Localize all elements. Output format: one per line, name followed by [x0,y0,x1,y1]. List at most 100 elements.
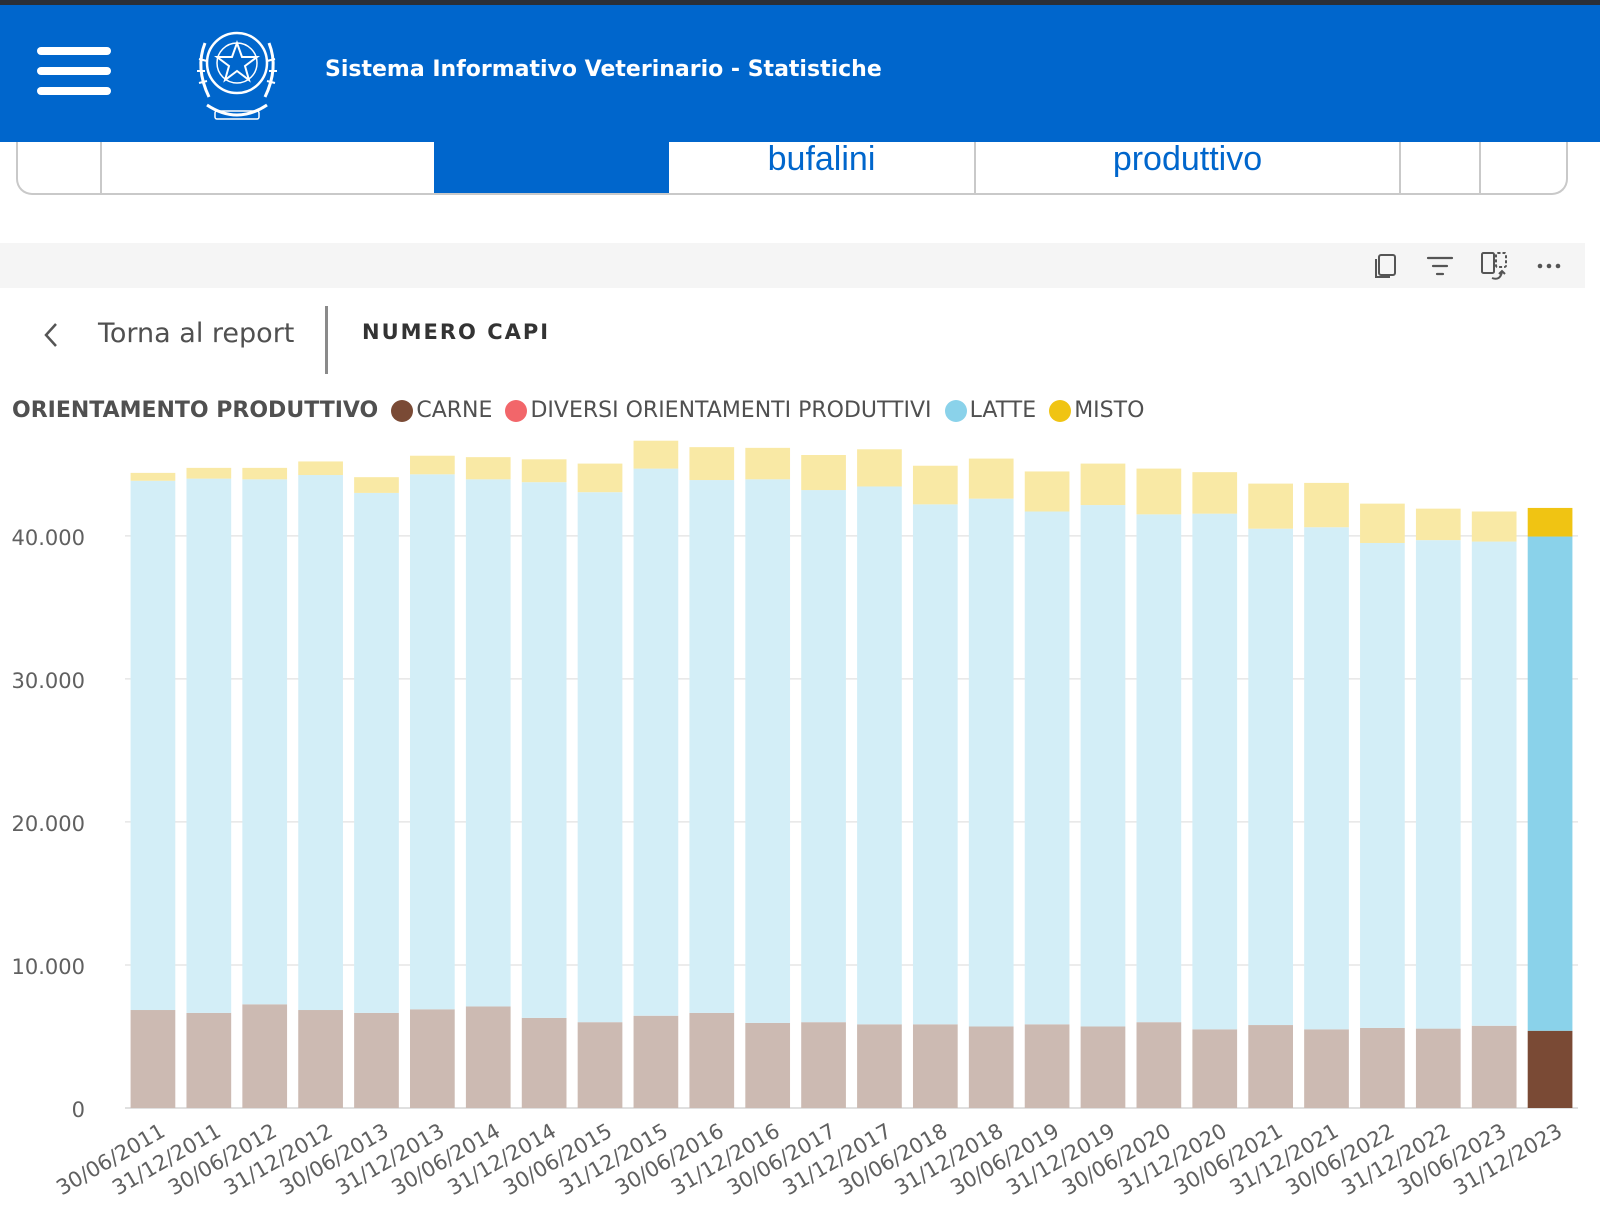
bar-segment [1471,511,1517,542]
bar-segment [633,440,679,469]
stacked-bar-chart: 010.00020.00030.00040.00030/06/201131/12… [12,440,1578,1200]
bar-segment [968,458,1014,499]
back-row: Torna al report NUMERO CAPI [0,300,1600,380]
y-tick-label: 20.000 [12,812,85,836]
bar-segment [689,447,735,481]
back-to-report-link[interactable]: Torna al report [98,318,295,349]
bar-segment [1304,482,1349,528]
bar-segment [1136,514,1182,1023]
filter-icon[interactable] [1424,250,1456,282]
bar-segment [465,1006,511,1108]
bar-segment [1080,505,1126,1027]
legend-item-misto[interactable]: MISTO [1049,398,1144,423]
bar-segment [1360,542,1405,1028]
bar-segment [465,457,511,480]
bar-segment [1415,540,1461,1029]
bar-segment [410,455,455,475]
bar-segment [410,1009,455,1108]
bar-segment [186,467,232,479]
more-options-icon[interactable] [1533,250,1565,282]
bar-segment [1192,513,1238,1030]
tab-7[interactable] [1479,142,1566,193]
bar-segment [577,1022,623,1108]
bar-segment [857,449,902,487]
bar-segment [968,498,1014,1027]
bar-segment [1248,483,1293,529]
bar-segment [912,465,958,505]
bar-segment [745,479,791,1023]
bar-segment [410,474,455,1010]
tab-active[interactable] [434,142,669,193]
tab-6[interactable] [1399,142,1479,193]
chevron-left-icon[interactable] [40,320,64,350]
bar-segment [1080,1026,1126,1108]
legend-item-latte[interactable]: LATTE [944,398,1036,423]
bar-segment [130,480,176,1011]
tab-label: bufalini [767,140,876,178]
app-title: Sistema Informativo Veterinario - Statis… [325,57,882,82]
bar-segment [857,1024,902,1108]
bar-segment [1360,1027,1405,1108]
bar-segment [912,504,958,1025]
bar-segment [521,459,567,483]
bar-segment [1471,1025,1517,1108]
bar-segment [1136,468,1182,515]
legend-dot [391,399,414,422]
bar-segment [354,1012,399,1108]
legend-label: MISTO [1074,398,1145,423]
bar-segment [689,1012,735,1108]
tab-label: produttivo [1112,140,1263,178]
bar-segment [465,479,511,1007]
app-header: Sistema Informativo Veterinario - Statis… [0,5,1600,142]
bar-segment [521,482,567,1018]
tab-1[interactable] [18,142,100,193]
bar-segment [1248,528,1293,1026]
tab-bufalini[interactable]: bufalini [669,142,974,193]
top-strip [0,0,1600,5]
bar-segment [1527,507,1573,537]
bar-segment [633,468,679,1016]
bar-segment [801,455,846,491]
legend-item-diversi[interactable]: DIVERSI ORIENTAMENTI PRODUTTIVI [505,398,932,423]
legend-label: CARNE [416,398,493,423]
bar-segment [186,478,232,1013]
bar-segment [242,467,288,480]
bar-segment [689,480,735,1013]
bar-segment [801,490,846,1023]
bar-segment [745,447,791,480]
y-tick-label: 30.000 [12,669,85,693]
bar-segment [130,472,176,481]
bar-segment [354,477,399,493]
bar-segment [1527,536,1573,1031]
bar-segment [577,463,623,493]
tab-produttivo[interactable]: produttivo [974,142,1399,193]
bar-segment [521,1017,567,1108]
bar-segment [1024,1024,1070,1108]
bar-segment [298,1010,343,1108]
bar-segment [1080,463,1126,506]
italian-republic-emblem-icon [197,31,277,120]
y-tick-label: 10.000 [12,955,85,979]
legend-label: DIVERSI ORIENTAMENTI PRODUTTIVI [530,398,932,423]
bar-segment [1248,1025,1293,1108]
bar-segment [242,1004,288,1108]
bar-segment [1192,1029,1238,1108]
bar-segment [242,479,288,1005]
tab-2[interactable] [100,142,434,193]
legend-dot [1049,399,1072,422]
focus-mode-icon[interactable] [1478,250,1510,282]
visual-toolbar [0,243,1585,288]
bar-segment [354,492,399,1013]
menu-icon[interactable] [37,47,111,95]
legend-dot [505,399,528,422]
bar-segment [1415,1028,1461,1108]
legend-item-carne[interactable]: CARNE [391,398,492,423]
copy-icon[interactable] [1370,250,1402,282]
bar-segment [1304,1029,1349,1108]
bar-segment [298,461,343,476]
bar-segment [1024,471,1070,512]
bar-segment [633,1015,679,1108]
bar-segment [577,492,623,1023]
bar-segment [1192,472,1238,514]
bar-segment [968,1026,1014,1108]
